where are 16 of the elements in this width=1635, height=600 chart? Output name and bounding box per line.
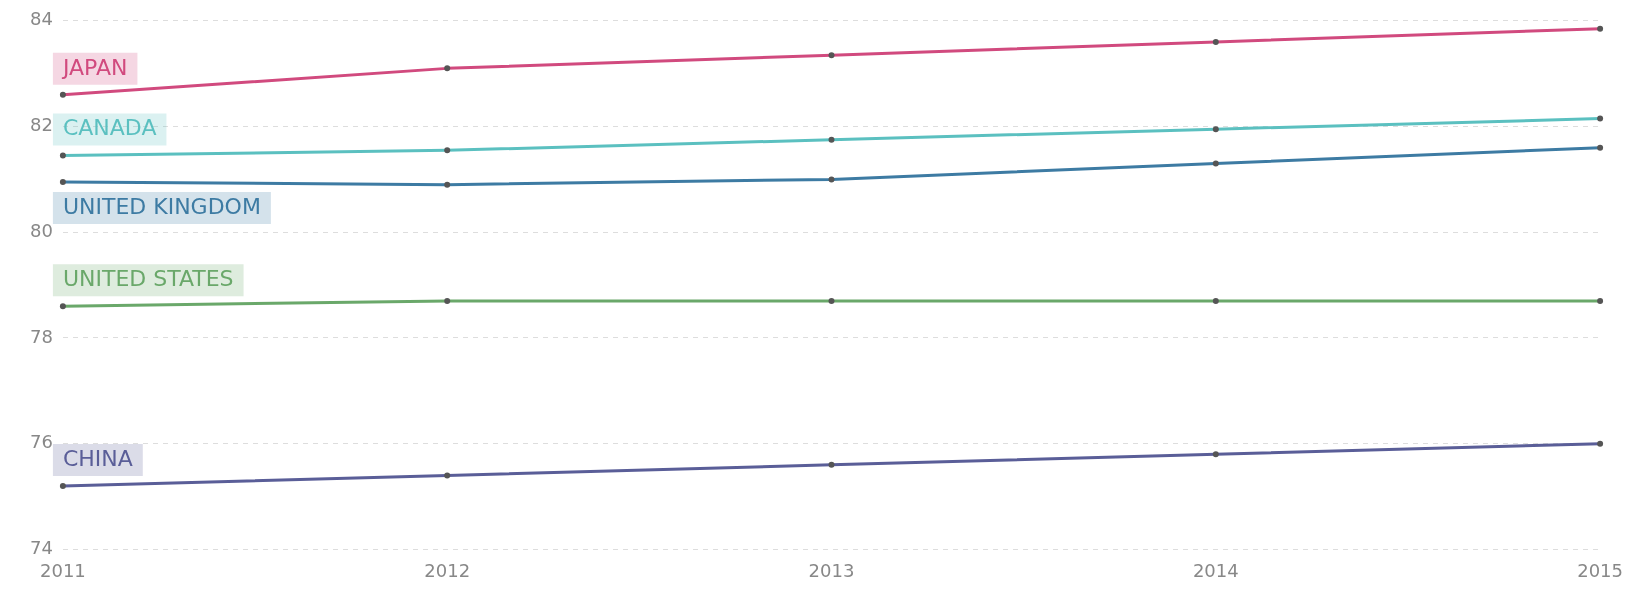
x-tick-label: 2014 bbox=[1192, 559, 1239, 581]
y-tick-label: 80 bbox=[30, 219, 53, 241]
series-label: CANADA bbox=[62, 115, 157, 141]
x-tick-label: 2013 bbox=[808, 559, 855, 581]
x-tick-label: 2015 bbox=[1577, 559, 1623, 581]
y-tick-label: 78 bbox=[30, 325, 53, 347]
y-tick-label: 82 bbox=[30, 114, 53, 136]
series-label: UNITED KINGDOM bbox=[62, 193, 261, 219]
y-tick-label: 76 bbox=[30, 431, 53, 453]
series-label: JAPAN bbox=[60, 54, 128, 80]
series-label: CHINA bbox=[62, 445, 133, 471]
y-tick-label: 74 bbox=[30, 537, 53, 559]
x-tick-label: 2011 bbox=[40, 559, 86, 581]
series-label: UNITED STATES bbox=[62, 265, 234, 291]
y-tick-label: 84 bbox=[30, 8, 53, 30]
x-tick-label: 2012 bbox=[424, 559, 471, 581]
